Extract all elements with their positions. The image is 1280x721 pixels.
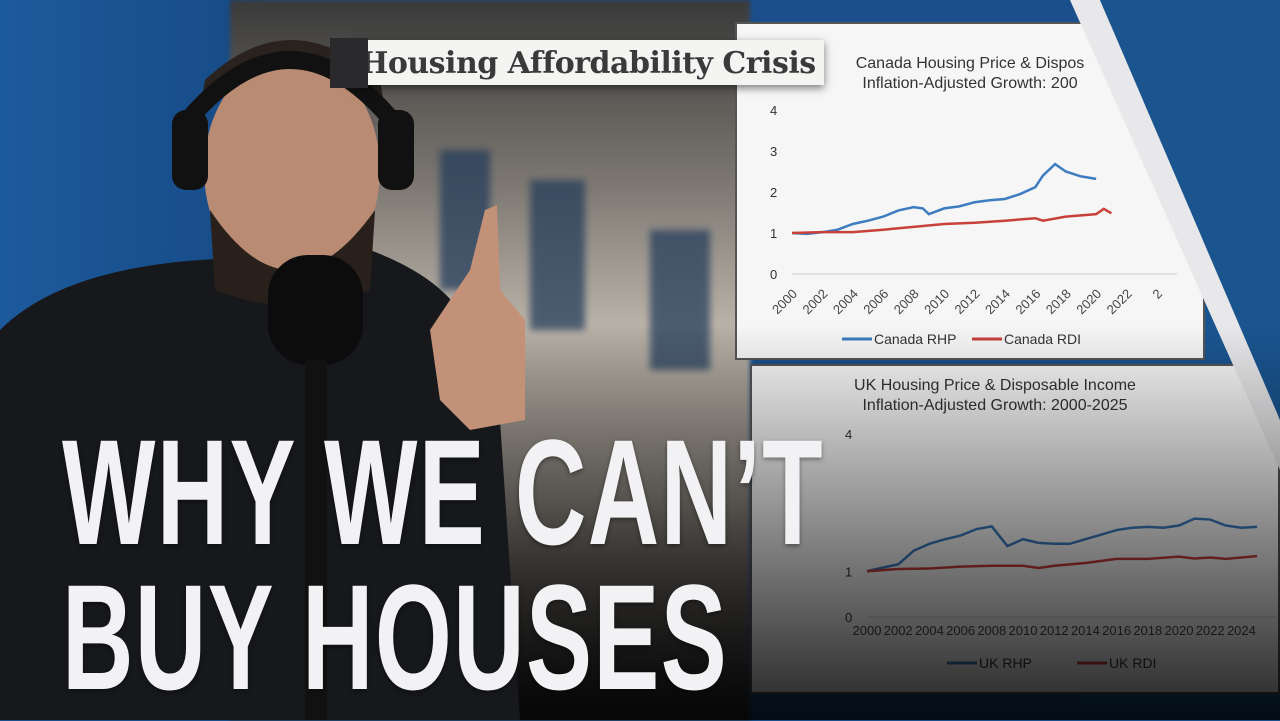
y-tick-label: 2 <box>770 185 777 200</box>
y-tick-label: 0 <box>770 267 777 282</box>
series-line-uk-rhp <box>866 517 1258 573</box>
headline-line-1: WHY WE CAN’T <box>62 408 824 576</box>
x-tick-label: 2018 <box>1133 623 1162 638</box>
y-tick-label: 4 <box>845 427 852 442</box>
x-tick-label: 2006 <box>946 623 975 638</box>
x-tick-label: 2014 <box>1071 623 1100 638</box>
y-tick-label: 4 <box>770 103 777 118</box>
x-tick-label: 2002 <box>884 623 913 638</box>
blurred-window <box>650 230 710 370</box>
x-tick-label: 2004 <box>915 623 944 638</box>
uk-chart: UK Housing Price & Disposable Income Inf… <box>750 364 1280 694</box>
x-tick-label: 2020 <box>1073 286 1104 317</box>
x-tick-label: 2002 <box>799 286 830 317</box>
headline: WHY WE CAN’T BUY HOUSES <box>62 408 824 721</box>
x-tick-label: 2020 <box>1165 623 1194 638</box>
x-tick-label: 2000 <box>853 623 882 638</box>
banner-label: Housing Affordability Crisis <box>352 40 824 85</box>
y-tick-label: 0 <box>845 610 852 625</box>
label-occluder <box>330 38 368 88</box>
x-tick-label: 2008 <box>977 623 1006 638</box>
x-tick-label: 2012 <box>952 286 983 317</box>
banner-label-text: Housing Affordability Crisis <box>360 46 816 81</box>
x-tick-label: 2006 <box>860 286 891 317</box>
series-line-uk-rdi <box>866 554 1258 573</box>
x-tick-label: 2022 <box>1104 286 1135 317</box>
x-tick-label: 2004 <box>830 286 861 317</box>
x-tick-label: 2010 <box>1009 623 1038 638</box>
x-tick-label: 2008 <box>891 286 922 317</box>
x-tick-label: 2022 <box>1196 623 1225 638</box>
x-tick-label: 2014 <box>982 286 1013 317</box>
legend-label: UK RDI <box>1109 655 1156 671</box>
x-tick-label: 2018 <box>1043 286 1074 317</box>
x-tick-label: 2012 <box>1040 623 1069 638</box>
x-tick-label: 2016 <box>1012 286 1043 317</box>
x-tick-label: 2000 <box>769 286 800 317</box>
x-tick-label: 2016 <box>1102 623 1131 638</box>
host-person-image <box>0 40 525 720</box>
x-tick-label: 2010 <box>921 286 952 317</box>
y-tick-label: 3 <box>770 144 777 159</box>
x-tick-label: 2 <box>1149 286 1165 302</box>
legend-label: Canada RDI <box>1004 331 1081 347</box>
x-tick-label: 2024 <box>1227 623 1256 638</box>
legend-label: Canada RHP <box>874 331 957 347</box>
legend-label: UK RHP <box>979 655 1032 671</box>
y-tick-label: 1 <box>770 226 777 241</box>
headline-line-2: BUY HOUSES <box>62 553 729 721</box>
y-tick-label: 1 <box>845 564 852 579</box>
